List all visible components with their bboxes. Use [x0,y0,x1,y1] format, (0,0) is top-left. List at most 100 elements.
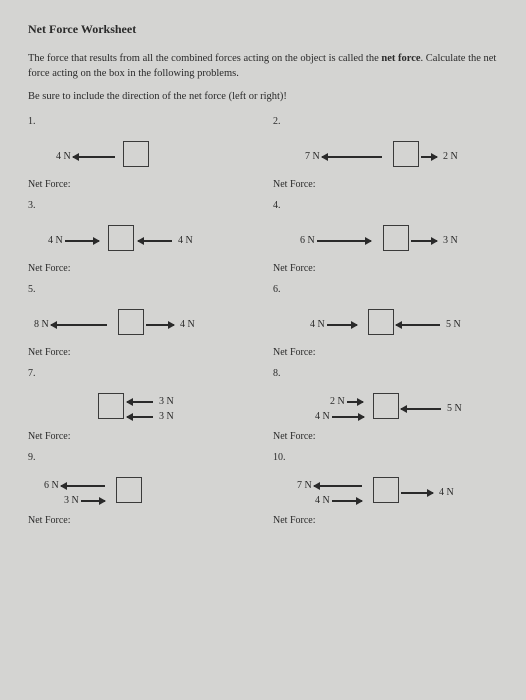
box [123,141,149,167]
arrow-left-icon [127,401,153,403]
arrow-left-icon [401,408,441,410]
arrow-right-icon [65,240,99,242]
force-left: 4 N [308,319,357,330]
problem-number: 4. [273,200,498,211]
net-force-label: Net Force: [28,179,253,190]
force-bot: 3 N [127,411,176,422]
arrow-left-icon [61,485,105,487]
arrow-right-icon [317,240,371,242]
arrow-right-icon [327,324,357,326]
arrow-right-icon [411,240,437,242]
force-label: 2 N [328,396,347,407]
force-label: 3 N [157,411,176,422]
force-bot: 4 N [313,411,364,422]
arrow-left-icon [396,324,440,326]
arrow-right-icon [146,324,174,326]
net-force-label: Net Force: [28,431,253,442]
arrow-left-icon [73,156,115,158]
arrow-right-icon [401,492,433,494]
force-label: 4 N [313,495,332,506]
force-label: 4 N [54,151,73,162]
force-label: 4 N [308,319,327,330]
force-right: 5 N [401,403,464,414]
force-top: 6 N [42,480,105,491]
force-right: 5 N [396,319,463,330]
force-label: 4 N [176,235,195,246]
problem-number: 3. [28,200,253,211]
box [116,477,142,503]
net-force-label: Net Force: [273,179,498,190]
force-right: 3 N [411,235,460,246]
intro-text: The force that results from all the comb… [28,51,498,81]
problem-number: 2. [273,116,498,127]
force-right: 4 N [146,319,197,330]
arrow-left-icon [138,240,172,242]
worksheet-page: Net Force Worksheet The force that resul… [0,0,526,544]
net-force-label: Net Force: [28,347,253,358]
problem-8: 8. 2 N 4 N 5 N Net Force: [273,368,498,450]
force-label: 2 N [441,151,460,162]
problem-3: 3. 4 N 4 N Net Force: [28,200,253,282]
force-left: 8 N [32,319,107,330]
diagram: 8 N 4 N [28,299,253,345]
box [383,225,409,251]
problem-2: 2. 7 N 2 N Net Force: [273,116,498,198]
arrow-right-icon [347,401,363,403]
problem-7: 7. 3 N 3 N Net Force: [28,368,253,450]
diagram: 7 N 4 N 4 N [273,467,498,513]
box [98,393,124,419]
net-force-label: Net Force: [28,263,253,274]
force-label: 3 N [441,235,460,246]
box [393,141,419,167]
force-label: 5 N [444,319,463,330]
problem-number: 1. [28,116,253,127]
force-left: 6 N [298,235,371,246]
force-label: 6 N [298,235,317,246]
force-label: 7 N [295,480,314,491]
force-label: 6 N [42,480,61,491]
intro-pre: The force that results from all the comb… [28,53,381,64]
force-label: 5 N [445,403,464,414]
arrow-right-icon [332,416,364,418]
arrow-left-icon [51,324,107,326]
force-top: 3 N [127,396,176,407]
force-label: 7 N [303,151,322,162]
net-force-label: Net Force: [273,263,498,274]
force-top: 2 N [328,396,363,407]
force-top: 7 N [295,480,362,491]
box [368,309,394,335]
force-label: 3 N [157,396,176,407]
diagram: 7 N 2 N [273,131,498,177]
force-bot: 3 N [62,495,105,506]
intro-bold: net force [381,53,420,64]
force-label: 4 N [437,487,456,498]
force-right: 4 N [138,235,195,246]
box [373,477,399,503]
diagram: 2 N 4 N 5 N [273,383,498,429]
arrow-right-icon [421,156,437,158]
problem-6: 6. 4 N 5 N Net Force: [273,284,498,366]
diagram: 4 N 5 N [273,299,498,345]
diagram: 4 N [28,131,253,177]
arrow-left-icon [314,485,362,487]
problem-1: 1. 4 N Net Force: [28,116,253,198]
problem-number: 10. [273,452,498,463]
force-bot: 4 N [313,495,362,506]
force-left: 7 N [303,151,382,162]
net-force-label: Net Force: [273,431,498,442]
force-right: 4 N [401,487,456,498]
page-title: Net Force Worksheet [28,22,498,37]
net-force-label: Net Force: [28,515,253,526]
problem-5: 5. 8 N 4 N Net Force: [28,284,253,366]
diagram: 3 N 3 N [28,383,253,429]
problem-number: 6. [273,284,498,295]
force-label: 4 N [46,235,65,246]
diagram: 6 N 3 N [28,467,253,513]
box [373,393,399,419]
force-label: 4 N [313,411,332,422]
arrow-left-icon [322,156,382,158]
net-force-label: Net Force: [273,515,498,526]
box [108,225,134,251]
problem-9: 9. 6 N 3 N Net Force: [28,452,253,534]
diagram: 4 N 4 N [28,215,253,261]
